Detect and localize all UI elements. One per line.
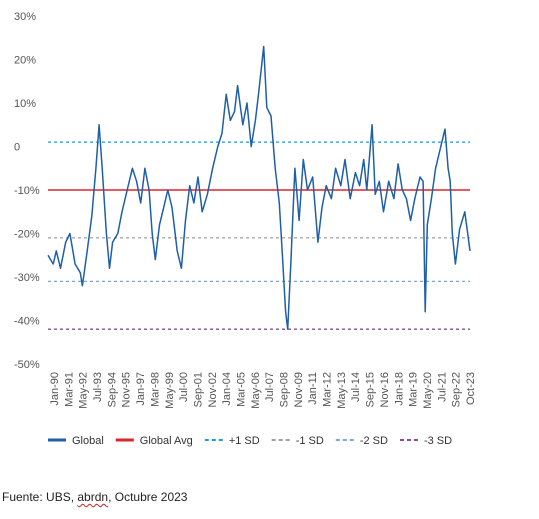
- x-tick-label: Sep-01: [192, 372, 204, 407]
- legend-label: +1 SD: [229, 435, 260, 447]
- x-tick-label: May-06: [250, 372, 262, 409]
- x-tick-label: Jul-93: [92, 372, 104, 402]
- y-tick-label: 0: [14, 142, 20, 154]
- x-tick-label: Jul-00: [178, 372, 190, 402]
- x-tick-label: Jul-07: [264, 372, 276, 402]
- x-tick-label: May-20: [422, 372, 434, 409]
- x-tick-label: Jul-14: [350, 372, 362, 402]
- source-underlined-word: abrdn: [77, 490, 109, 504]
- source-prefix: Fuente: UBS,: [2, 490, 78, 504]
- x-tick-label: May-92: [78, 372, 90, 409]
- x-tick-label: Sep-08: [279, 372, 291, 407]
- legend-label: -2 SD: [360, 435, 388, 447]
- x-tick-label: Jan-90: [49, 372, 61, 406]
- y-tick-label: -10%: [14, 185, 40, 197]
- source-note: Fuente: UBS, abrdn, Octubre 2023: [2, 490, 187, 504]
- x-tick-label: Oct-23: [465, 372, 477, 405]
- x-tick-label: Nov-09: [293, 372, 305, 407]
- y-tick-label: 20%: [14, 55, 36, 67]
- x-tick-label: Mar-05: [235, 372, 247, 407]
- x-tick-label: Sep-15: [365, 372, 377, 407]
- legend-label: Global Avg: [140, 435, 193, 447]
- source-suffix: , Octubre 2023: [108, 490, 188, 504]
- x-tick-label: Mar-19: [408, 372, 420, 407]
- y-tick-label: -50%: [14, 359, 40, 371]
- x-tick-label: Jan-97: [135, 372, 147, 406]
- legend-label: -1 SD: [296, 435, 324, 447]
- y-tick-label: -20%: [14, 229, 40, 241]
- line-chart: 30%20%10%0-10%-20%-30%-40%-50%Jan-90 Mar-…: [14, 11, 477, 447]
- legend-label: Global: [72, 435, 104, 447]
- x-tick-label: Mar-12: [322, 372, 334, 407]
- global-series-line: [47, 45, 471, 330]
- y-tick-label: -40%: [14, 316, 40, 328]
- x-tick-label: Nov-16: [379, 372, 391, 407]
- x-tick-label: Jan-04: [221, 372, 233, 406]
- y-tick-label: 30%: [14, 11, 36, 23]
- x-tick-label: Mar-91: [63, 372, 75, 407]
- x-tick-label: Sep-94: [106, 372, 118, 407]
- x-tick-label: May-13: [336, 372, 348, 409]
- x-tick-label: Sep-22: [451, 372, 463, 407]
- x-tick-label: Nov-95: [121, 372, 133, 407]
- x-tick-label: May-99: [164, 372, 176, 409]
- x-tick-label: Nov-02: [207, 372, 219, 407]
- x-tick-label: Jan-18: [393, 372, 405, 406]
- legend-label: -3 SD: [424, 435, 452, 447]
- y-tick-label: -30%: [14, 272, 40, 284]
- x-tick-label: Jul-21: [436, 372, 448, 402]
- x-tick-label: Mar-98: [149, 372, 161, 407]
- x-tick-label: Jan-11: [307, 372, 319, 405]
- y-tick-label: 10%: [14, 98, 36, 110]
